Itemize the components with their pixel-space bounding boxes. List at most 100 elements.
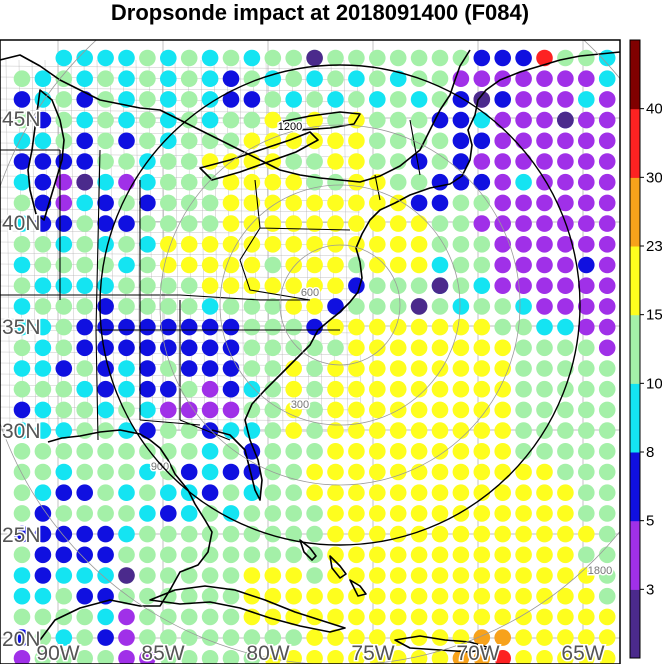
- impact-dot: [494, 298, 512, 315]
- impact-dot: [306, 608, 323, 626]
- impact-dot: [118, 380, 135, 398]
- impact-dot: [97, 111, 114, 129]
- impact-dot: [348, 318, 365, 336]
- impact-dot: [160, 360, 177, 377]
- impact-dot: [139, 194, 156, 212]
- impact-dot: [139, 318, 156, 336]
- impact-dot: [306, 380, 323, 398]
- impact-dot: [578, 463, 595, 481]
- colorbar-bin: [630, 520, 640, 590]
- impact-dot: [160, 546, 177, 564]
- impact-dot: [222, 215, 240, 232]
- impact-dot: [515, 587, 532, 605]
- latitude-label: 45N: [2, 108, 41, 131]
- impact-dot: [139, 587, 156, 605]
- impact-dot: [306, 318, 323, 336]
- impact-dot: [160, 318, 177, 336]
- impact-dot: [180, 277, 198, 295]
- impact-dot: [180, 70, 198, 87]
- impact-dot: [494, 236, 512, 253]
- impact-dot: [473, 132, 491, 150]
- impact-dot: [557, 463, 574, 481]
- impact-dot: [13, 629, 31, 646]
- impact-dot: [55, 111, 73, 129]
- impact-dot: [55, 339, 73, 357]
- impact-dot: [306, 401, 323, 419]
- impact-dot: [55, 70, 73, 87]
- impact-dot: [97, 49, 114, 67]
- impact-dot: [578, 629, 595, 646]
- impact-dot: [76, 49, 93, 67]
- impact-dot: [348, 401, 365, 419]
- impact-dot: [536, 256, 553, 274]
- impact-dot: [160, 153, 177, 170]
- impact-dot: [76, 401, 93, 419]
- impact-dot: [160, 422, 177, 439]
- impact-dot: [55, 236, 73, 253]
- impact-dot: [389, 236, 407, 253]
- impact-dot: [536, 236, 553, 253]
- impact-dot: [118, 484, 135, 502]
- impact-dot: [431, 525, 449, 543]
- impact-dot: [327, 236, 344, 253]
- impact-dot: [306, 629, 323, 646]
- impact-dot: [494, 339, 512, 357]
- impact-dot: [160, 567, 177, 584]
- impact-dot: [431, 380, 449, 398]
- impact-dot: [34, 298, 52, 315]
- impact-dot: [515, 91, 532, 108]
- impact-dot: [389, 443, 407, 460]
- impact-dot: [264, 298, 282, 315]
- impact-dot: [118, 215, 135, 232]
- impact-dot: [515, 401, 532, 419]
- impact-dot: [243, 505, 261, 522]
- impact-dot: [452, 298, 470, 315]
- impact-dot: [160, 91, 177, 108]
- impact-dot: [515, 525, 532, 543]
- impact-dot: [97, 525, 114, 543]
- impact-dot: [348, 629, 365, 646]
- impact-dot: [243, 49, 261, 67]
- impact-dot: [139, 91, 156, 108]
- impact-dot: [536, 111, 553, 129]
- impact-dot: [180, 525, 198, 543]
- impact-dot: [306, 256, 323, 274]
- impact-dot: [494, 173, 512, 191]
- latitude-label: 30N: [2, 420, 41, 443]
- impact-dot: [139, 443, 156, 460]
- impact-dot: [431, 256, 449, 274]
- impact-dot: [97, 401, 114, 419]
- impact-dot: [515, 256, 532, 274]
- impact-dot: [557, 194, 574, 212]
- impact-dot: [76, 463, 93, 481]
- impact-dot: [55, 256, 73, 274]
- impact-dot: [389, 567, 407, 584]
- impact-dot: [410, 463, 428, 481]
- impact-dot: [389, 153, 407, 170]
- impact-dot: [243, 132, 261, 150]
- impact-dot: [55, 546, 73, 564]
- impact-dot: [243, 91, 261, 108]
- impact-dot: [180, 298, 198, 315]
- impact-dot: [55, 505, 73, 522]
- impact-dot: [243, 194, 261, 212]
- impact-dot: [243, 629, 261, 646]
- impact-dot: [348, 546, 365, 564]
- impact-dot: [118, 608, 135, 626]
- impact-dot: [473, 277, 491, 295]
- impact-dot: [410, 91, 428, 108]
- impact-dot: [410, 111, 428, 129]
- impact-dot: [34, 443, 52, 460]
- impact-dot: [389, 422, 407, 439]
- great-lakes-border: [0, 49, 471, 183]
- impact-dot: [327, 587, 344, 605]
- impact-dot: [578, 173, 595, 191]
- impact-dot: [55, 277, 73, 295]
- impact-dot: [578, 339, 595, 357]
- impact-dot: [348, 132, 365, 150]
- impact-dot: [557, 91, 574, 108]
- impact-dot: [55, 194, 73, 212]
- impact-dot: [13, 194, 31, 212]
- impact-dot: [578, 70, 595, 87]
- impact-dot: [515, 153, 532, 170]
